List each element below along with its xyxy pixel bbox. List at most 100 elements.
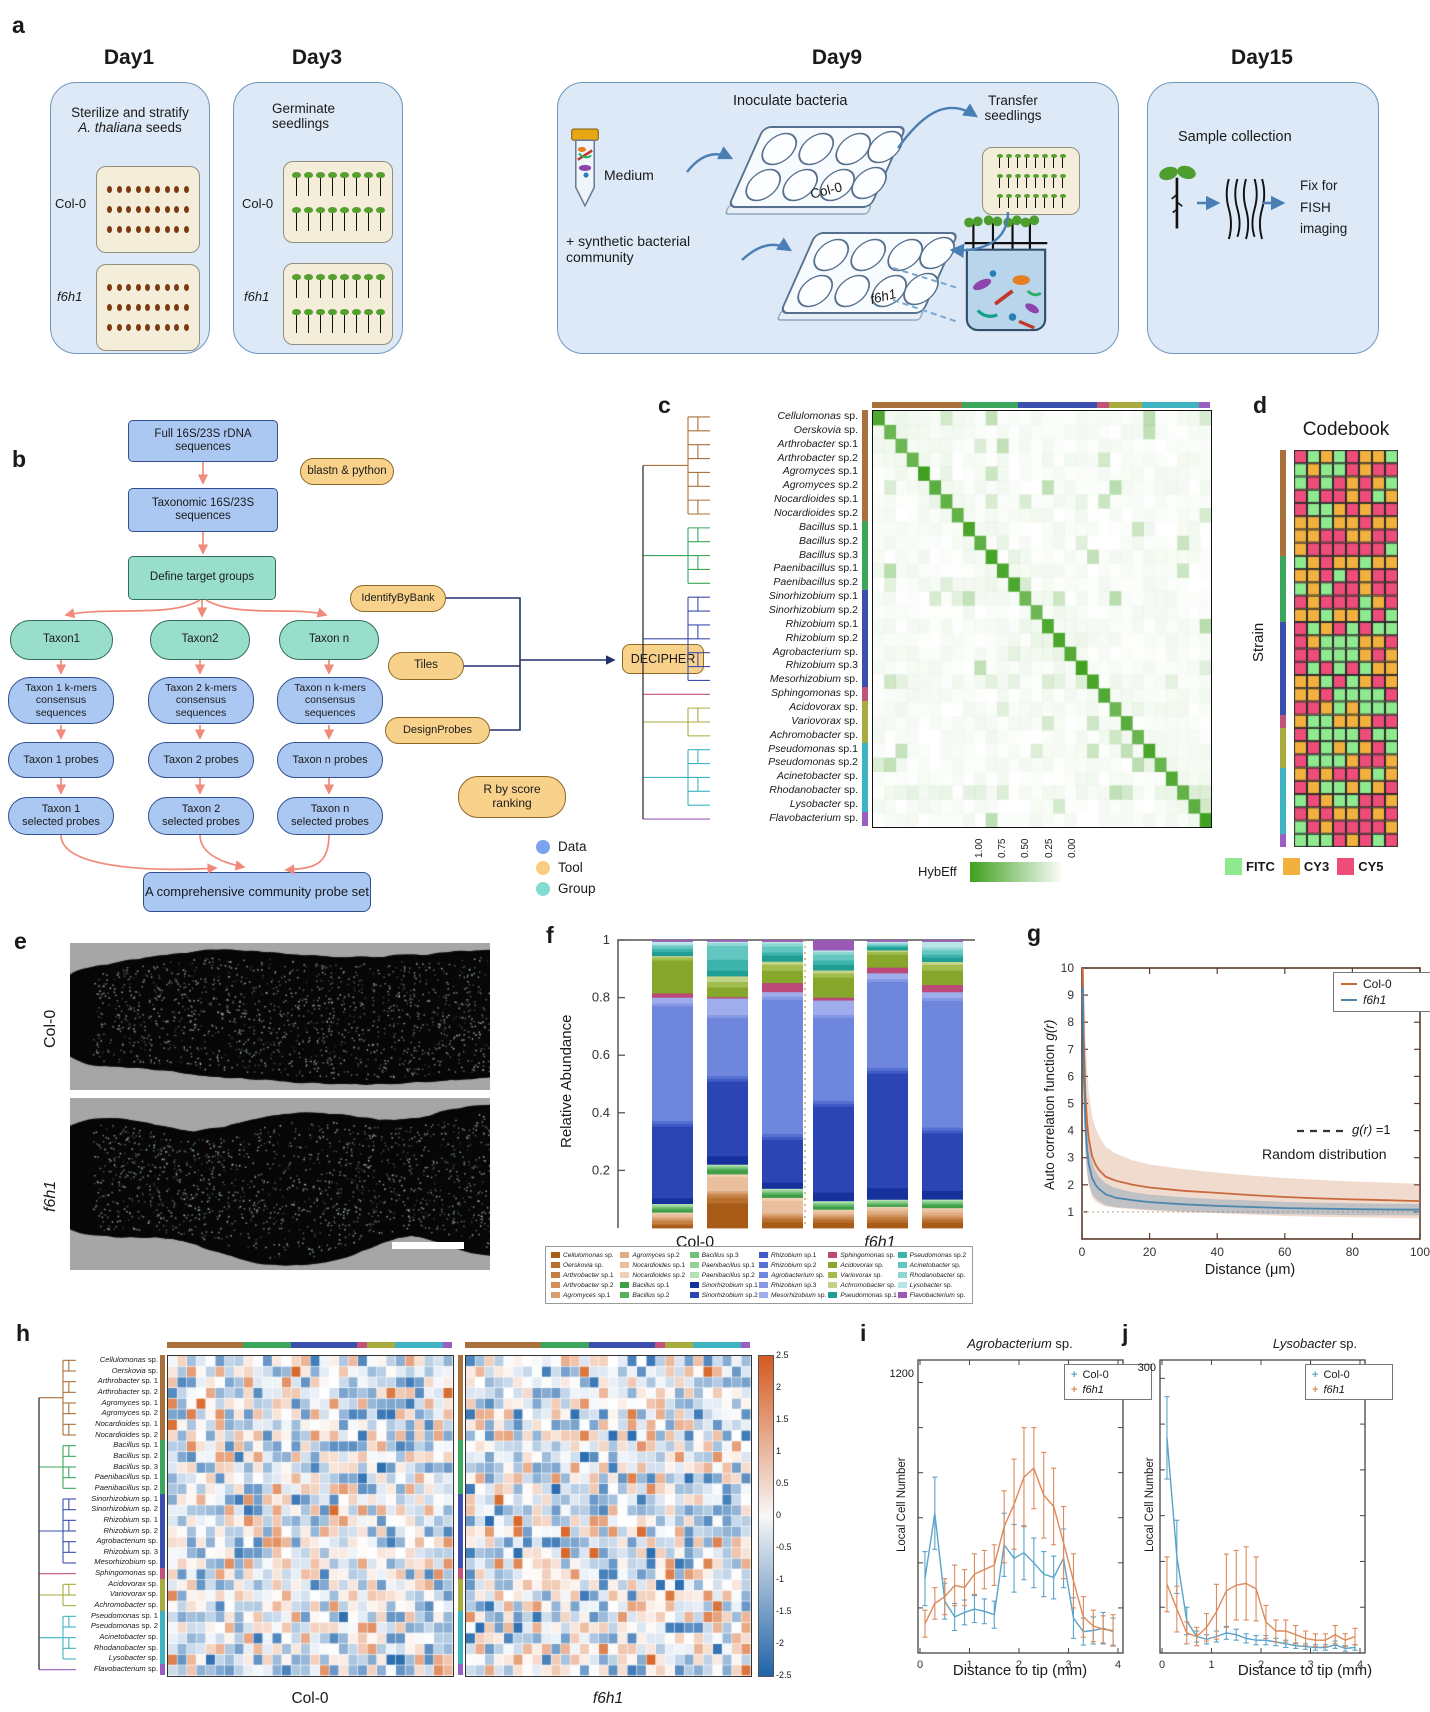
seedling-icon [315,274,325,299]
panel-a-label: a [12,12,25,38]
panel-i-errorbar-plot: 0 1 2 3 4 [917,1359,1124,1671]
svg-text:20: 20 [1143,1245,1157,1259]
legend-swatch [620,1292,630,1298]
legend-label: Cellulomonas sp. [563,1251,614,1259]
legend-item: Flavobacterium sp. [897,1292,967,1299]
seed-dot [183,324,189,331]
legend-swatch [620,1262,630,1268]
species-label: Rhizobium sp. 3 [103,1546,158,1556]
seedling-icon [291,172,301,197]
seed-dot [155,206,161,213]
legend-item: Bacillus sp.3 [689,1252,759,1259]
group-strip-segment [160,1355,165,1441]
tool-r-score-ranking: R by score ranking [458,776,566,818]
seed-dot [183,226,189,233]
panel-j-xlabel: Distance to tip (mm) [1237,1662,1373,1679]
group-strip-segment [458,1579,463,1611]
seed-dot [174,284,180,291]
legend-item: Acinetobacter sp. [897,1262,967,1269]
seed-dot [183,206,189,213]
species-label: Sinorhizobium sp.2 [768,604,858,617]
panel-d-title: Codebook [1302,419,1390,440]
node-taxon2-probes: Taxon 2 probes [148,742,254,778]
svg-text:0: 0 [1159,1659,1165,1671]
group-strip-segment [655,1342,665,1348]
node-taxon1: Taxon1 [10,620,113,660]
svg-text:4: 4 [1115,1659,1121,1671]
legend-item: Rhizobium sp.2 [759,1262,828,1269]
species-label: Acinetobacter sp. [776,770,858,783]
seed-tray [96,264,200,351]
legend-plus-marker: + [1312,1383,1319,1396]
panel-b-legend: Data Tool Group [536,836,596,899]
species-label: Variovorax sp. [791,714,858,727]
species-label: Agromyces sp. 2 [101,1408,158,1418]
species-label: Bacillus sp. 1 [113,1440,158,1450]
seedling-icon [291,309,301,334]
svg-text:40: 40 [1211,1245,1225,1259]
legend-swatch [1225,858,1242,875]
legend-item: Acidovorax sp. [828,1262,897,1269]
seedling-icon [1014,154,1021,168]
seed-dot [116,206,122,213]
legend-swatch [689,1292,699,1298]
day1-f6h1-label: f6h1 [57,289,83,304]
node-taxonn-probes: Taxon n probes [277,742,383,778]
legend-swatch [759,1292,768,1298]
species-label: Sphingomonas sp. [771,687,858,700]
svg-text:9: 9 [1067,988,1074,1002]
day9-title: Day9 [811,46,863,69]
species-label: Bacillus sp. 3 [113,1461,158,1471]
seed-dot [145,226,151,233]
mini-seedling-tray [982,147,1080,215]
seedling-rows [983,148,1079,214]
legend-item: Nocardioides sp.2 [620,1272,689,1279]
species-label: Cellulomonas sp. [777,410,858,422]
panel-g-annotation-gr1: g(r) =1 [1352,1122,1391,1137]
seed-dot [107,186,113,193]
svg-text:0.6: 0.6 [592,1047,610,1062]
colorbar-tick: -2.5 [776,1670,792,1680]
legend-item: Rhizobium sp.3 [759,1282,828,1289]
panel-e-root-image-col0 [70,943,490,1090]
seedling-icon [1005,154,1012,168]
legend-item: Agromyces sp.1 [551,1292,620,1299]
seed-dot [135,304,141,311]
svg-text:4: 4 [1357,1659,1363,1671]
legend-label: f6h1 [1323,1383,1345,1396]
seed-dot [116,304,122,311]
svg-text:1: 1 [966,1659,972,1671]
group-strip-segment [740,1342,750,1348]
group-strip-segment [357,1342,367,1348]
group-strip-segment [588,1342,655,1348]
well-plate-col0 [725,126,905,215]
legend-label: Agrobacterium sp. [771,1271,825,1279]
day9-transfer-label: Transfer seedlings [984,93,1042,123]
colorbar-tick: 0.75 [997,838,1009,858]
legend-item: Agrobacterium sp. [759,1272,828,1279]
group-strip-segment [395,1342,443,1348]
species-label: Acidovorax sp. [108,1578,158,1588]
svg-text:4: 4 [1067,1124,1074,1138]
seedling-icon [363,207,373,232]
legend-item: + Col-0 [1312,1367,1386,1382]
node-taxon2: Taxon2 [150,620,250,660]
species-label: Sphingomonas sp. [95,1568,158,1578]
seedling-tray [283,161,393,243]
legend-swatch [1282,858,1300,875]
group-strip-segment [862,687,868,702]
seed-dot [116,226,122,233]
legend-swatch [828,1262,838,1268]
seedling-icon [1041,194,1048,208]
panel-g-annotation-random: Random distribution [1262,1146,1387,1162]
group-strip-segment [872,402,963,408]
seedling-icon [339,172,349,197]
seedling-icon [327,274,337,299]
panel-f-stacked-bars: 1 0.8 0.6 0.4 0.2 [592,932,975,1229]
seedling-icon [1159,165,1196,229]
seedling-icon [1050,154,1057,168]
group-strip-segment [862,590,868,688]
seedling-icon [1032,174,1039,188]
group-strip-segment [1280,767,1286,834]
species-label: Acinetobacter sp. [99,1632,158,1642]
